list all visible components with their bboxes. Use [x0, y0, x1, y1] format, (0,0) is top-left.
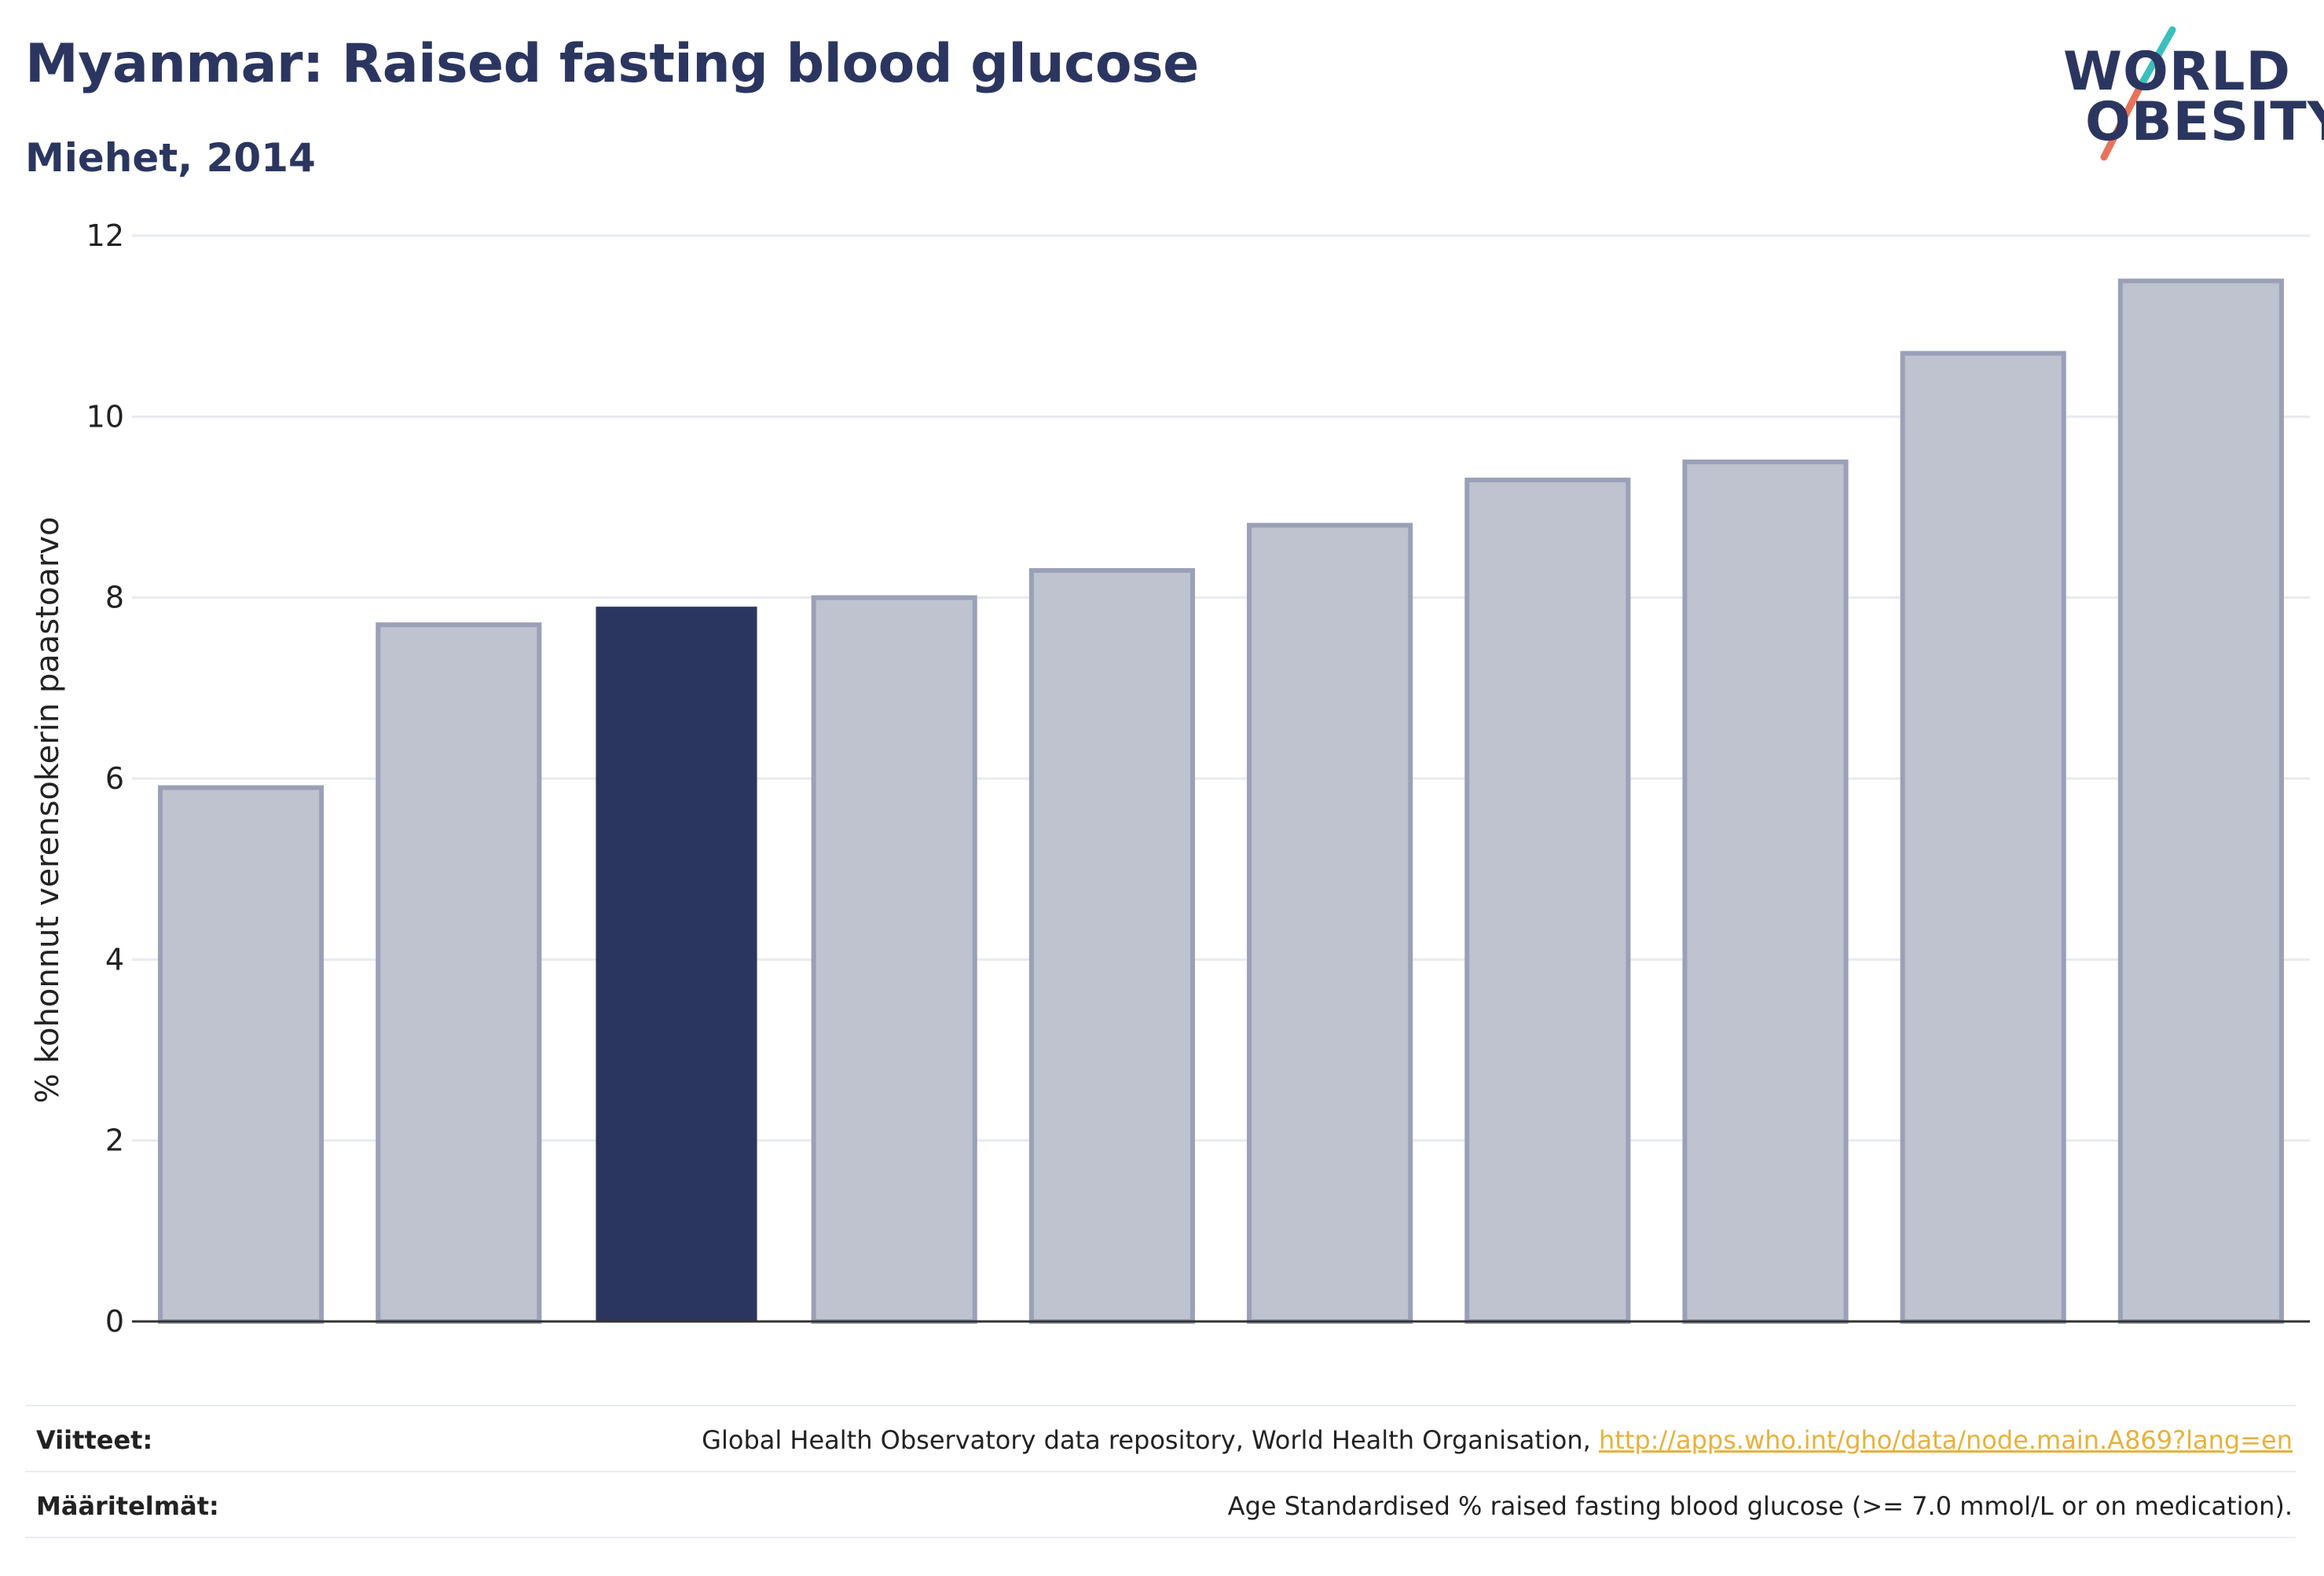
y-tick-label: 6: [105, 761, 124, 796]
chart-subtitle: Miehet, 2014: [25, 135, 316, 181]
x-tick-label: Myanmar: [607, 1332, 747, 1336]
x-tick-label: Thaimaa: [1264, 1332, 1395, 1336]
bar-malediivit[interactable]: [1900, 350, 2066, 1324]
sources-label: Viitteet:: [36, 1425, 153, 1455]
logo-slash-icon: [2100, 26, 2176, 161]
y-tick-label: 12: [86, 218, 124, 253]
sources-value: Global Health Observatory data repositor…: [702, 1425, 2296, 1455]
y-tick-label: 2: [105, 1123, 124, 1158]
footer-divider-mid: [25, 1471, 2296, 1472]
x-tick-label: Pohjois-Korea: [141, 1332, 341, 1336]
y-axis-title: % kohonnut verensokerin paastoarvo: [30, 517, 66, 1104]
x-tick-label: Indonesia: [822, 1332, 966, 1336]
bar-indonesia[interactable]: [811, 595, 977, 1324]
x-tick-label: Bangladesh: [1460, 1332, 1635, 1336]
y-tick-label: 10: [86, 399, 124, 434]
x-tick-label: Malediivit: [1912, 1332, 2055, 1336]
x-tick-label: Nepal: [1722, 1332, 1809, 1336]
world-obesity-logo: WORLD OBESITY: [2043, 24, 2324, 165]
x-tick-label: Bhutan: [2147, 1332, 2255, 1336]
logo-line2: OBESITY: [2085, 91, 2324, 153]
bar-sri-lanka[interactable]: [376, 622, 542, 1324]
bar-bhutan[interactable]: [2117, 278, 2284, 1324]
sources-text: Global Health Observatory data repositor…: [702, 1425, 1599, 1455]
bar-nepal[interactable]: [1682, 459, 1849, 1325]
definitions-label: Määritelmät:: [36, 1491, 219, 1521]
footer-divider-bottom: [25, 1537, 2296, 1538]
sources-link[interactable]: http://apps.who.int/gho/data/node.main.A…: [1598, 1425, 2293, 1455]
y-tick-label: 8: [105, 581, 124, 615]
chart-title: Myanmar: Raised fasting blood glucose: [25, 33, 1199, 95]
bar-chart: 0 2 4 6 8 10 12 Pohjois-Korea Sri Lanka Myanmar In…: [30, 218, 2310, 1336]
y-tick-label: 0: [105, 1304, 124, 1336]
bar-intia[interactable]: [1028, 568, 1195, 1325]
bar-thaimaa[interactable]: [1247, 522, 1413, 1324]
x-tick-label: Sri Lanka: [390, 1332, 528, 1336]
sources-row: Viitteet: Global Health Observatory data…: [25, 1408, 2296, 1472]
y-tick-label: 4: [105, 942, 124, 977]
bar-myanmar[interactable]: [596, 607, 757, 1321]
definitions-row: Määritelmät: Age Standardised % raised f…: [25, 1474, 2296, 1538]
x-tick-label: Intia: [1079, 1332, 1145, 1336]
definitions-text: Age Standardised % raised fasting blood …: [1227, 1491, 2293, 1521]
footer-divider-top: [25, 1405, 2296, 1406]
bar-bangladesh[interactable]: [1464, 477, 1631, 1325]
bar-pohjois-korea[interactable]: [158, 785, 324, 1324]
logo-line1: WORLD: [2063, 41, 2291, 103]
